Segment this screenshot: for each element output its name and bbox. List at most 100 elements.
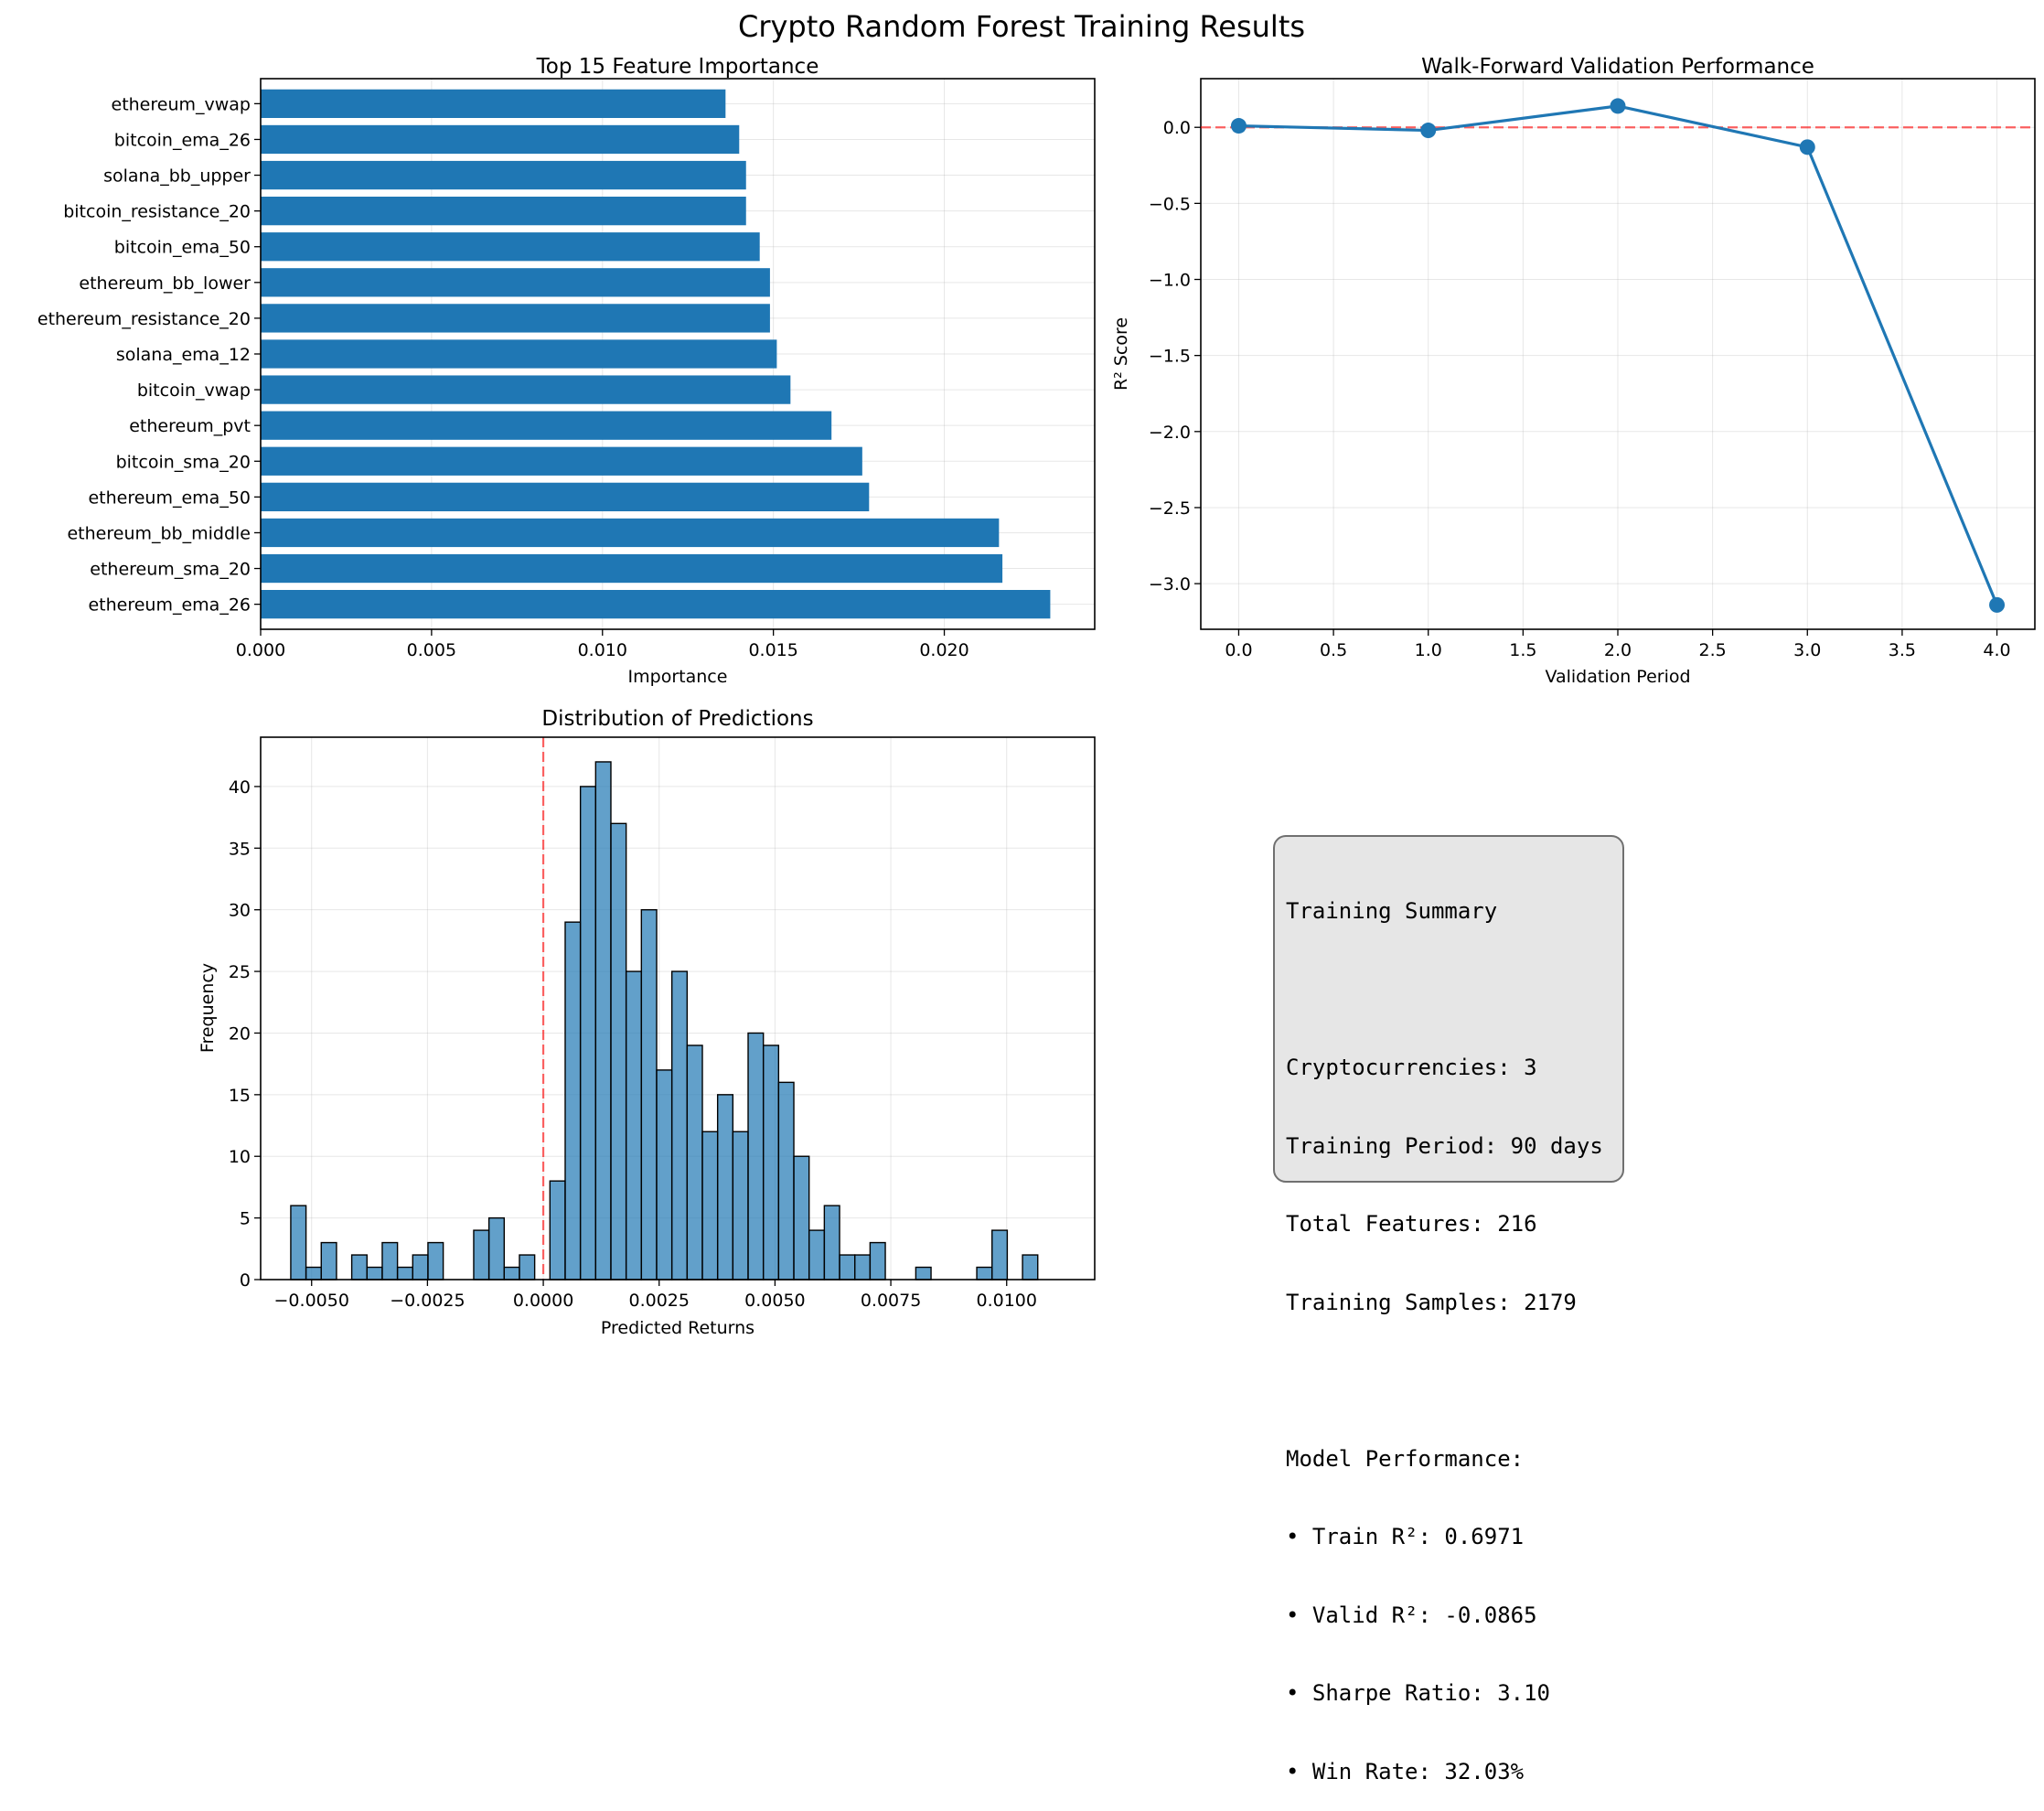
y-tick-label: solana_ema_12 bbox=[116, 345, 251, 365]
predictions-ylabel: Frequency bbox=[198, 963, 218, 1053]
histogram-bin bbox=[396, 1266, 413, 1281]
y-tick-label: −3.0 bbox=[1149, 574, 1191, 595]
summary-line: Total Features: 216 bbox=[1286, 1211, 1537, 1237]
histogram-bin bbox=[320, 1241, 337, 1281]
y-tick-label: solana_bb_upper bbox=[103, 166, 251, 187]
histogram-bin bbox=[762, 1045, 780, 1281]
r2-point bbox=[1230, 118, 1247, 134]
predictions-title: Distribution of Predictions bbox=[541, 707, 813, 731]
walk-forward-title: Walk-Forward Validation Performance bbox=[1421, 55, 1814, 79]
summary-line bbox=[1286, 1367, 1622, 1394]
predictions-frame bbox=[260, 736, 1096, 1281]
histogram-bin bbox=[732, 1131, 749, 1281]
summary-line bbox=[1286, 977, 1622, 1003]
r2-point bbox=[1420, 123, 1437, 139]
bar-ethereum_ema_26 bbox=[261, 590, 1051, 619]
predictions-panel: −0.0050 −0.0025 0.0000 0.0025 0.0050 0.0075 0.… bbox=[198, 707, 1096, 1338]
y-tick-label: 25 bbox=[229, 962, 251, 982]
summary-line: Training Period: 90 days bbox=[1286, 1132, 1603, 1159]
x-tick-label: 4.0 bbox=[1983, 640, 2010, 660]
r2-point bbox=[1989, 596, 2006, 613]
x-tick-label: 0.0025 bbox=[628, 1291, 689, 1311]
r2-point bbox=[1610, 98, 1626, 114]
y-tick-label: −0.5 bbox=[1149, 194, 1191, 214]
x-tick-label: 0.005 bbox=[407, 640, 456, 660]
y-tick-label: ethereum_sma_20 bbox=[90, 560, 251, 580]
histogram-bin bbox=[366, 1266, 383, 1281]
histogram-bin bbox=[777, 1081, 795, 1281]
histogram-bin bbox=[564, 921, 582, 1281]
x-tick-label: 0.0 bbox=[1225, 640, 1252, 660]
x-tick-label: 3.5 bbox=[1889, 640, 1916, 660]
walk-forward-panel: 0.0 0.5 1.0 1.5 2.0 2.5 3.0 3.5 4.0 0.0 −0.5 −1.0 −1… bbox=[1111, 55, 2036, 687]
bar-ethereum_vwap bbox=[261, 89, 726, 118]
histogram-bin bbox=[290, 1205, 307, 1281]
histogram-bin bbox=[915, 1266, 932, 1281]
feature-importance-title: Top 15 Feature Importance bbox=[536, 55, 819, 79]
histogram-bin bbox=[839, 1254, 856, 1281]
y-tick-label: 20 bbox=[229, 1023, 251, 1044]
y-tick-label: ethereum_ema_50 bbox=[88, 488, 251, 508]
summary-line: • Sharpe Ratio: 3.10 bbox=[1286, 1680, 1550, 1706]
y-tick-label: ethereum_vwap bbox=[112, 94, 251, 114]
summary-line: Training Samples: 2179 bbox=[1286, 1289, 1577, 1315]
bar-ethereum_resistance_20 bbox=[261, 304, 770, 333]
histogram-bin bbox=[519, 1254, 536, 1281]
feature-importance-xlabel: Importance bbox=[628, 667, 728, 687]
x-tick-label: −0.0025 bbox=[390, 1291, 465, 1311]
y-tick-label: 15 bbox=[229, 1086, 251, 1106]
histogram-bin bbox=[670, 970, 689, 1281]
histogram-bin bbox=[305, 1266, 322, 1281]
x-tick-label: 0.020 bbox=[919, 640, 968, 660]
figure-title: Crypto Random Forest Training Results bbox=[738, 9, 1305, 44]
bar-bitcoin_vwap bbox=[261, 375, 791, 404]
histogram-bin bbox=[610, 822, 627, 1281]
x-tick-label: 0.5 bbox=[1320, 640, 1347, 660]
bar-ethereum_bb_middle bbox=[261, 518, 1000, 548]
y-tick-label: 35 bbox=[229, 839, 251, 859]
training-summary-box: Training Summary Cryptocurrencies: 3 Tra… bbox=[1273, 835, 1624, 1784]
x-tick-label: −0.0050 bbox=[274, 1291, 349, 1311]
x-tick-label: 3.0 bbox=[1793, 640, 1821, 660]
y-tick-label: ethereum_resistance_20 bbox=[37, 309, 251, 329]
x-tick-label: 1.0 bbox=[1415, 640, 1442, 660]
bar-solana_bb_upper bbox=[261, 160, 746, 190]
histogram-bin bbox=[640, 908, 658, 1281]
histogram-bin bbox=[549, 1180, 566, 1281]
x-tick-label: 0.015 bbox=[748, 640, 797, 660]
summary-line: Cryptocurrencies: 3 bbox=[1286, 1055, 1537, 1080]
figure: Crypto Random Forest Training Results 0.… bbox=[37, 9, 2036, 1338]
feature-importance-panel: 0.000 0.005 0.010 0.015 0.020 ethereum_ema_26… bbox=[37, 55, 1096, 687]
y-tick-label: 5 bbox=[240, 1209, 251, 1229]
walk-forward-ylabel: R² Score bbox=[1111, 317, 1131, 391]
histogram-bin bbox=[487, 1216, 506, 1281]
histogram-bin bbox=[579, 786, 597, 1281]
x-tick-label: 0.010 bbox=[578, 640, 627, 660]
histogram-bin bbox=[503, 1266, 520, 1281]
histogram-bin bbox=[594, 761, 612, 1281]
y-tick-label: 40 bbox=[229, 777, 251, 798]
bar-bitcoin_resistance_20 bbox=[261, 197, 746, 226]
histogram-bin bbox=[473, 1229, 490, 1281]
y-tick-label: −1.5 bbox=[1149, 347, 1191, 367]
histogram-bin bbox=[625, 970, 643, 1281]
summary-line: • Win Rate: 32.03% bbox=[1286, 1758, 1525, 1784]
histogram-bin bbox=[381, 1241, 399, 1281]
x-tick-label: 2.5 bbox=[1699, 640, 1727, 660]
r2-point bbox=[1799, 139, 1815, 155]
walk-forward-xlabel: Validation Period bbox=[1545, 667, 1690, 687]
histogram-bin bbox=[716, 1094, 734, 1281]
y-tick-label: −1.0 bbox=[1149, 271, 1191, 291]
bar-ethereum_bb_lower bbox=[261, 268, 770, 297]
bar-ethereum_pvt bbox=[261, 411, 832, 440]
y-tick-label: ethereum_bb_middle bbox=[67, 523, 251, 543]
y-tick-label: 30 bbox=[229, 901, 251, 921]
x-tick-label: 0.0100 bbox=[976, 1291, 1036, 1311]
y-tick-label: bitcoin_ema_26 bbox=[114, 130, 251, 150]
y-tick-label: bitcoin_ema_50 bbox=[114, 238, 251, 258]
y-tick-label: ethereum_pvt bbox=[129, 416, 251, 436]
y-tick-label: ethereum_ema_26 bbox=[88, 595, 251, 616]
x-tick-label: 0.0050 bbox=[744, 1291, 805, 1311]
bar-bitcoin_ema_26 bbox=[261, 124, 740, 155]
bar-bitcoin_ema_50 bbox=[261, 232, 760, 262]
